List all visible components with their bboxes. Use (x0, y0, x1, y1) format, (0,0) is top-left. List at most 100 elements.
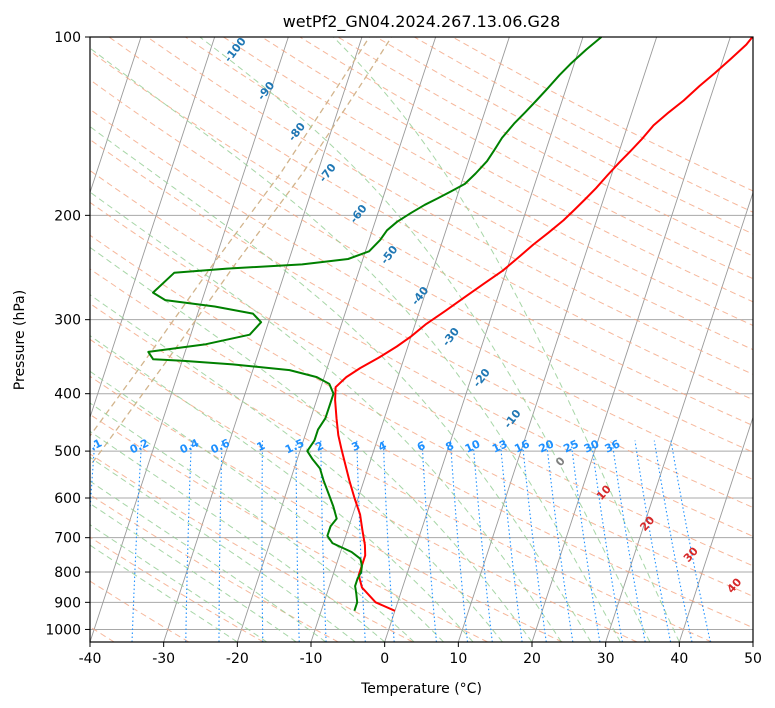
y-axis-label: Pressure (hPa) (12, 290, 28, 390)
x-tick-label: -40 (79, 651, 102, 667)
mixing-ratio-label: 6 (415, 439, 428, 454)
mixing-ratio-line (472, 440, 493, 642)
dry-adiabat-line (90, 169, 753, 537)
mixing-ratio-line (131, 440, 143, 642)
y-tick-label: 500 (54, 444, 81, 460)
line-annotations: 0.1 0.2 0.4 0.6 1 1.5 2 3 4 6 8 10 13 16 20 25 30 36-100-… (81, 35, 745, 596)
chart-title: wetPf2_GN04.2024.267.13.06.G28 (283, 12, 561, 32)
mixing-ratio-lines (90, 440, 711, 642)
dry-adiabat-line (90, 536, 264, 642)
dry-adiabat-line (90, 413, 488, 642)
y-tick-label: 900 (54, 595, 81, 611)
mixing-ratio-line (421, 440, 437, 642)
mixing-ratio-line (670, 440, 711, 642)
mixing-ratio-line (261, 440, 264, 642)
mixing-ratio-line (295, 440, 300, 642)
mixing-ratio-label: 0.1 (81, 436, 104, 456)
moist-adiabats (90, 37, 680, 642)
mixing-ratio-label: 1 (255, 439, 267, 454)
dry-adiabat-line (185, 37, 753, 351)
isotherm-line (531, 37, 731, 642)
mixing-ratio-label: 16 (512, 437, 532, 455)
isotherm-line (752, 640, 753, 642)
x-tick-label: -30 (152, 651, 175, 667)
mixing-ratio-label: 8 (444, 439, 456, 454)
dry-adiabat-line (90, 494, 339, 642)
y-tick-label: 300 (54, 313, 81, 329)
x-tick-label: 20 (523, 651, 541, 667)
moist-adiabat-line (90, 502, 297, 642)
x-tick-label: 10 (449, 651, 467, 667)
mixing-ratio-label: 25 (561, 437, 580, 455)
mixing-ratio-line (382, 440, 395, 642)
isotherm-line (90, 37, 216, 419)
x-axis-ticks: -40 -30 -20 -10 0 10 20 30 40 50 (79, 642, 762, 667)
mixing-ratio-label: 0.6 (209, 436, 232, 456)
dry-adiabat-line (90, 375, 563, 642)
y-tick-label: 600 (54, 491, 81, 507)
x-tick-label: 0 (380, 651, 389, 667)
isotherm-line (605, 191, 753, 642)
dry-adiabat-line (90, 580, 190, 642)
x-tick-label: 30 (597, 651, 615, 667)
moist-adiabat-line (90, 402, 415, 642)
dry-adiabat-line (90, 201, 753, 567)
isotherm-gridlines (0, 37, 753, 642)
moist-adiabat-line (199, 37, 651, 642)
x-tick-label: 40 (670, 651, 688, 667)
moist-adiabat-label: -60 (347, 202, 370, 226)
mixing-ratio-label: 13 (490, 437, 509, 455)
mixing-ratio-line (449, 440, 469, 642)
mixing-ratio-label: 1.5 (283, 436, 306, 456)
dry-adiabats (90, 37, 753, 642)
dry-adiabat-line (90, 108, 753, 481)
y-axis-ticks: 1000 900 800 700 600 500 400 300 200 100 (45, 30, 90, 638)
plot-area: 0.1 0.2 0.4 0.6 1 1.5 2 3 4 6 8 10 13 16 20 25 30 36-100-… (0, 35, 753, 642)
mixing-ratio-label: 30 (582, 437, 602, 455)
dry-adiabat-line (90, 453, 414, 642)
mixing-ratio-line (185, 440, 192, 642)
moist-adiabat-line (90, 125, 592, 642)
mixing-ratio-label: 20 (537, 437, 557, 455)
moist-adiabat-line (90, 370, 444, 642)
moist-adiabat-label: -40 (409, 284, 432, 308)
dry-adiabat-line (375, 37, 753, 235)
mixing-ratio-line (356, 440, 366, 642)
isotherm-line (0, 37, 67, 642)
profile-series (147, 37, 753, 612)
dry-adiabat-line (90, 268, 753, 629)
mixing-ratio-line (590, 440, 623, 642)
dry-adiabat-line (452, 37, 753, 192)
isotherm-line (163, 37, 363, 642)
mixing-ratio-line (521, 440, 547, 642)
mixing-ratio-label: 10 (463, 437, 483, 455)
mixing-ratio-line (320, 440, 327, 642)
moist-adiabat-line (90, 524, 268, 642)
dry-adiabat-line (90, 79, 753, 453)
moist-adiabat-line (90, 430, 386, 642)
dry-adiabat-label: 10 (594, 482, 614, 502)
mixing-ratio-label: 0.4 (178, 436, 201, 456)
moist-adiabat-line (90, 191, 562, 642)
dry-adiabat-line (90, 50, 753, 427)
moist-adiabat-line (90, 294, 503, 642)
moist-adiabat-line (90, 47, 621, 642)
isotherm-line (90, 37, 289, 642)
dry-adiabat-line (90, 234, 753, 597)
mixing-ratio-line (611, 440, 646, 642)
moist-adiabat-label: -100 (222, 35, 249, 65)
moist-adiabat-line (90, 544, 238, 642)
mixing-ratio-line (653, 440, 693, 642)
mixing-ratio-label: 36 (603, 437, 623, 455)
mixing-ratio-line (90, 440, 96, 518)
x-tick-label: -10 (300, 651, 323, 667)
dry-adiabat-line (90, 302, 712, 642)
y-tick-label: 800 (54, 565, 81, 581)
moist-adiabat-label: -50 (378, 243, 401, 267)
boundary-curve (90, 37, 393, 467)
mixing-ratio-line (570, 440, 601, 642)
y-tick-label: 100 (54, 30, 81, 46)
mixing-ratio-line (218, 440, 223, 642)
isobar-gridlines (90, 37, 753, 630)
